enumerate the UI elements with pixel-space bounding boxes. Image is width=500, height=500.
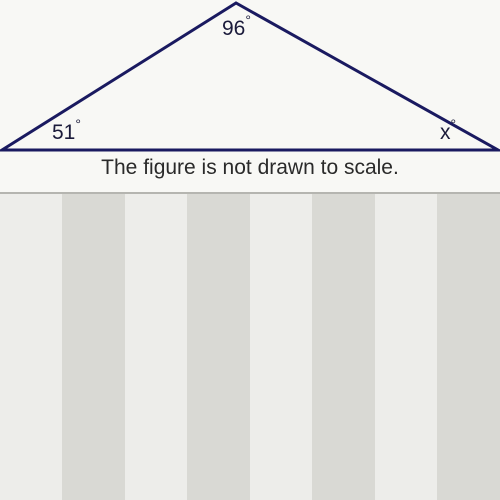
figure-caption: The figure is not drawn to scale.: [101, 156, 399, 180]
angle-left-value: 51: [52, 121, 75, 144]
angle-top-label: 96°: [222, 14, 251, 41]
divider-line: [0, 192, 500, 194]
angle-top-value: 96: [222, 17, 245, 40]
degree-symbol: °: [245, 12, 251, 28]
caption-area: The figure is not drawn to scale.: [0, 152, 500, 192]
angle-right-value: x: [440, 121, 451, 144]
angle-left-label: 51°: [52, 118, 81, 145]
degree-symbol: °: [451, 116, 457, 132]
degree-symbol: °: [75, 116, 81, 132]
angle-right-label: x°: [440, 118, 456, 145]
